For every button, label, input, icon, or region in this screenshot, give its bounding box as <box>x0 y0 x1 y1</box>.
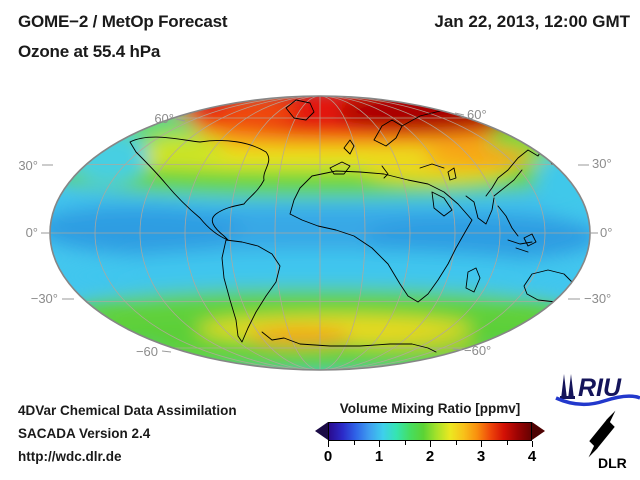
colorbar-left-arrow-icon <box>315 422 328 440</box>
colorbar-tick <box>430 441 431 447</box>
colorbar-tick-label: 4 <box>527 448 537 465</box>
colorbar-tick <box>532 441 533 447</box>
colorbar-tick <box>328 441 329 447</box>
colorbar-gradient <box>328 422 532 441</box>
colorbar-tick <box>379 441 380 447</box>
latitude-label: 60° <box>154 111 174 126</box>
latitude-label: −30° <box>584 291 611 306</box>
latitude-label: 60° <box>467 107 487 122</box>
colorbar-tick <box>353 441 355 445</box>
cathedral-icon <box>560 374 575 399</box>
colorbar-tick <box>481 441 482 447</box>
colorbar-tick-label: 1 <box>374 448 384 465</box>
latitude-label: 30° <box>592 156 612 171</box>
latitude-label: −60° <box>464 343 491 358</box>
credit-line-url: http://wdc.dlr.de <box>18 449 122 464</box>
colorbar-tick-label: 2 <box>425 448 435 465</box>
forecast-datetime: Jan 22, 2013, 12:00 GMT <box>434 12 630 31</box>
latitude-label: −30° <box>31 291 58 306</box>
colorbar-tick-label: 0 <box>323 448 333 465</box>
latitude-label: 30° <box>18 158 38 173</box>
colorbar-tick <box>404 441 406 445</box>
dlr-logo-text: DLR <box>598 455 627 471</box>
credit-line-version: SACADA Version 2.4 <box>18 426 151 441</box>
page-title-line1: GOME−2 / MetOp Forecast <box>18 12 228 31</box>
colorbar-title: Volume Mixing Ratio [ppmv] <box>339 401 521 416</box>
colorbar-right-arrow-icon <box>532 422 545 440</box>
page-title-line2: Ozone at 55.4 hPa <box>18 42 161 61</box>
dlr-glyph-icon <box>588 410 616 458</box>
riu-logo: RIU <box>555 374 640 407</box>
dlr-logo: DLR <box>588 410 627 471</box>
ozone-field <box>50 96 590 370</box>
latitude-labels: 60° 30° 0° −30° −60 60° 30° 0° −30° −60° <box>18 107 612 359</box>
latitude-label: 0° <box>600 225 612 240</box>
credit-line-assimilation: 4DVar Chemical Data Assimilation <box>18 403 237 418</box>
colorbar-tick <box>506 441 508 445</box>
latitude-label: −60 <box>136 344 158 359</box>
latitude-tick-marks <box>41 112 598 353</box>
colorbar-tick-label: 3 <box>476 448 486 465</box>
riu-swoosh-icon <box>555 394 640 407</box>
colorbar-tick <box>455 441 457 445</box>
latitude-label: 0° <box>26 225 38 240</box>
